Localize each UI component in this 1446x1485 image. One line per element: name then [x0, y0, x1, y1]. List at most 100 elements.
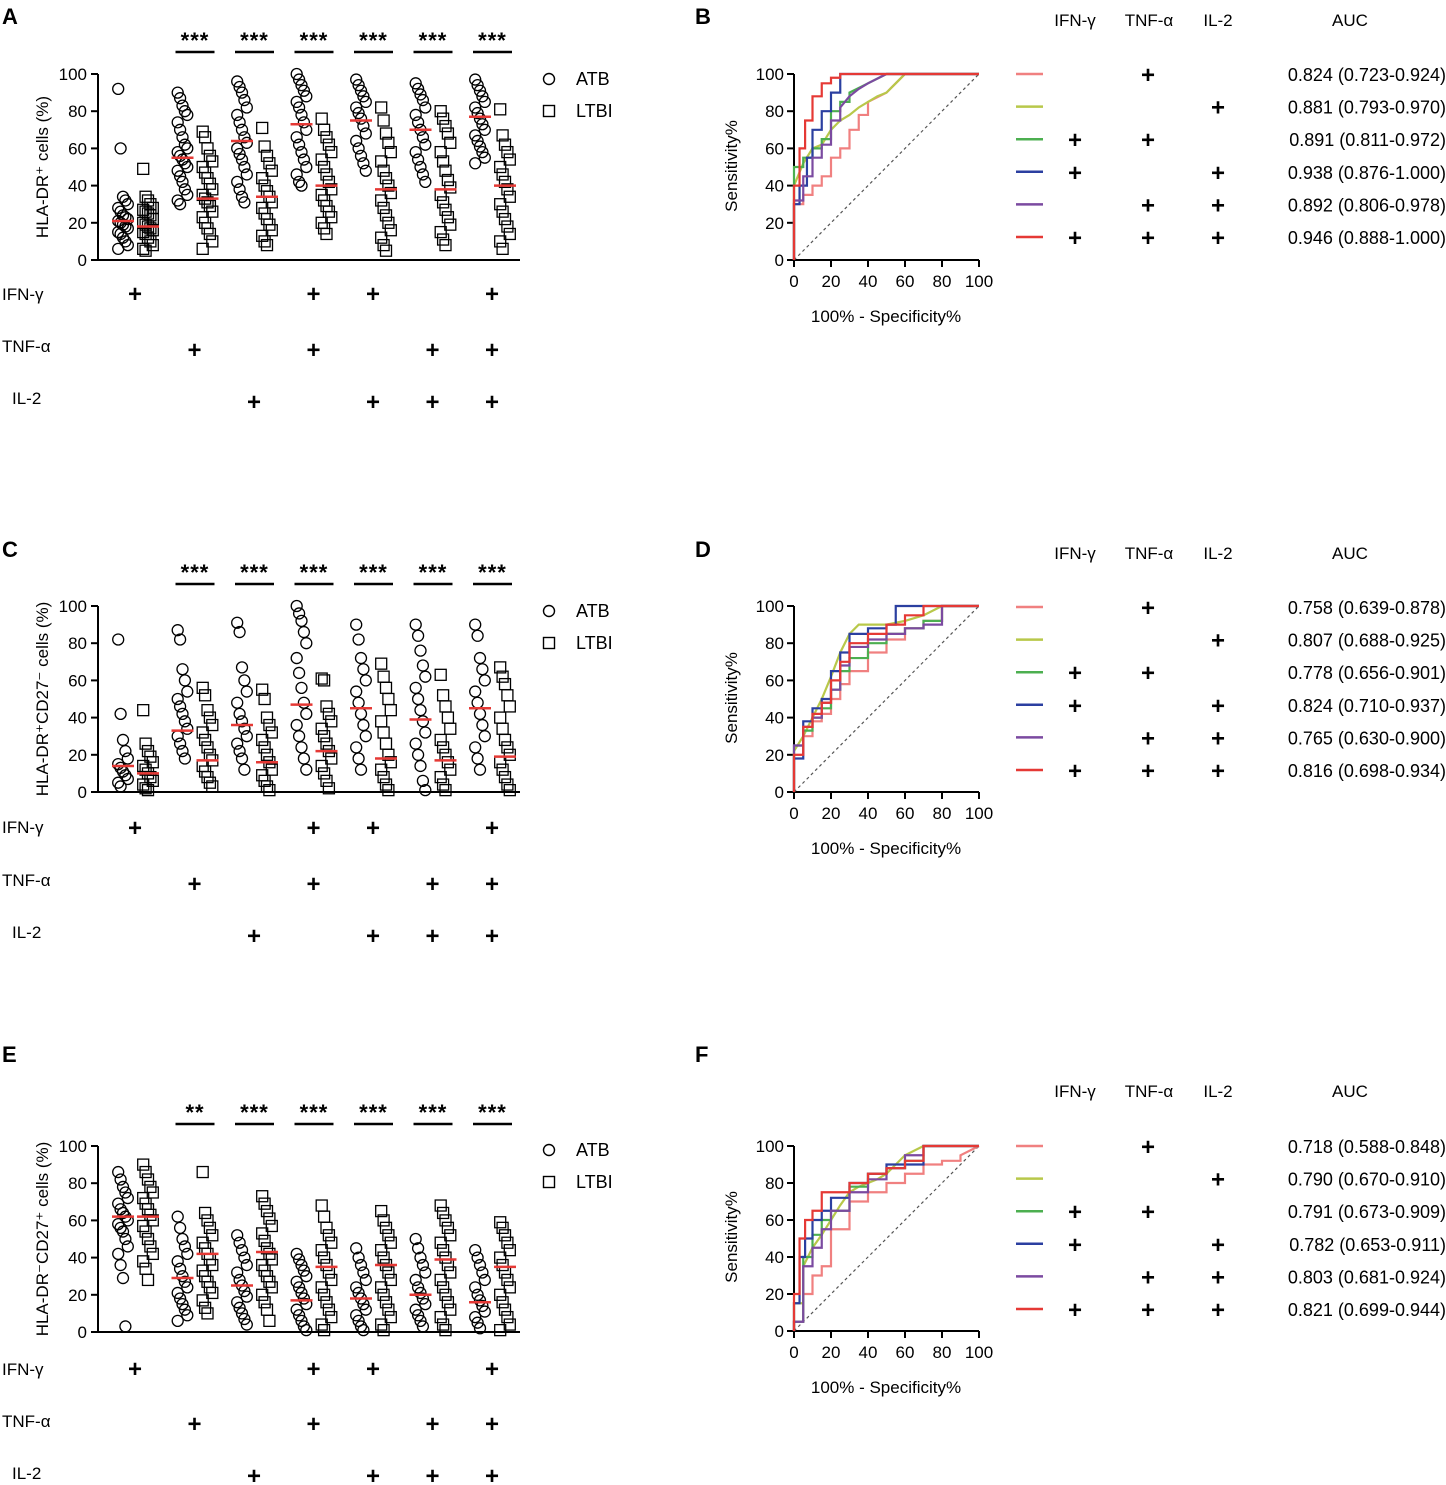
atb-point: [352, 752, 365, 765]
ltbi-point: [139, 763, 152, 776]
atb-point: [354, 707, 368, 721]
ltbi-point: [206, 780, 219, 793]
atb-point: [471, 1251, 484, 1264]
ltbi-point: [436, 155, 450, 168]
atb-point: [173, 633, 187, 646]
ltbi-point: [258, 692, 271, 706]
ltbi-point: [315, 759, 328, 773]
combo-plus-mark: +: [366, 389, 380, 416]
combo-plus-mark: +: [366, 1463, 380, 1485]
atb-point: [297, 1264, 311, 1277]
ltbi-point: [320, 1296, 333, 1309]
ltbi-point: [382, 179, 395, 192]
ltbi-point: [494, 235, 507, 248]
significance-stars: ***: [359, 28, 388, 53]
y-tick-label: 40: [68, 709, 87, 728]
atb-point: [354, 1320, 368, 1333]
ltbi-point: [494, 1323, 507, 1337]
atb-point: [231, 142, 244, 155]
atb-point: [238, 674, 251, 687]
ltbi-point: [444, 181, 457, 194]
y-tick-label: 100: [756, 65, 784, 84]
ltbi-point: [379, 1296, 393, 1309]
ltbi-legend-marker: [542, 1175, 556, 1189]
atb-point: [238, 722, 251, 735]
atb-point: [119, 769, 132, 782]
x-tick-label: 0: [789, 804, 798, 823]
ltbi-point: [498, 175, 512, 189]
legend-atb-label: ATB: [576, 601, 610, 621]
roc-y-axis-label: Sensitivity%: [722, 1191, 741, 1283]
atb-point: [235, 123, 249, 136]
atb-point: [414, 1286, 427, 1300]
atb-point: [178, 715, 192, 728]
y-tick-label: 0: [775, 251, 784, 270]
combo-plus-mark: +: [425, 389, 439, 416]
atb-point: [119, 1232, 132, 1246]
atb-point: [173, 1262, 187, 1275]
atb-point: [350, 134, 363, 148]
roc-table-rows: +0.758 (0.639-0.878) + 0.807 (0.688-0.925)…: [1016, 595, 1446, 785]
ltbi-point: [379, 244, 393, 257]
atb-point: [354, 651, 368, 665]
atb-point: [173, 123, 187, 136]
ltbi-point: [317, 1251, 331, 1264]
atb-point: [238, 160, 251, 174]
atb-point: [235, 1307, 249, 1320]
atb-point: [419, 175, 432, 189]
combo-plus-mark: +: [1211, 95, 1225, 122]
combo-plus-mark: +: [1141, 725, 1155, 752]
ltbi-point: [439, 119, 452, 133]
y-tick-label: 20: [765, 746, 784, 765]
combo-plus-mark: +: [1211, 1264, 1225, 1291]
significance-stars: ***: [300, 560, 329, 585]
ltbi-point: [206, 1229, 219, 1242]
header-tnf: TNF-α: [1125, 11, 1174, 30]
panel-d: Sensitivity% 100% - Specificity% 00 20 20 4…: [722, 544, 1446, 858]
atb-point: [469, 1310, 482, 1324]
atb-point: [295, 614, 308, 628]
y-tick-label: 100: [59, 65, 87, 84]
atb-point: [409, 1232, 422, 1246]
ltbi-point: [137, 1255, 150, 1268]
ltbi-point: [384, 224, 397, 237]
atb-point: [240, 136, 253, 149]
ltbi-point: [375, 657, 388, 670]
y-tick-label: 100: [756, 1137, 784, 1156]
row-label-ifn: IFN-γ: [2, 818, 44, 837]
auc-value: 0.782 (0.653-0.911): [1289, 1235, 1446, 1255]
ltbi-point: [196, 726, 209, 739]
ltbi-point: [265, 1281, 278, 1294]
ltbi-point: [503, 1281, 516, 1294]
atb-point: [292, 607, 306, 620]
x-tick-label: 0: [789, 272, 798, 291]
ltbi-point: [320, 774, 333, 787]
combo-plus-mark: +: [1211, 693, 1225, 720]
atb-point: [295, 1258, 308, 1272]
atb-point: [357, 1266, 370, 1279]
significance-stars: ***: [300, 1100, 329, 1125]
ltbi-point: [434, 145, 447, 159]
atb-point: [469, 685, 482, 698]
atb-point: [233, 707, 246, 721]
ltbi-point: [436, 1244, 450, 1257]
atb-point: [411, 629, 425, 642]
roc-x-axis-label: 100% - Specificity%: [811, 839, 961, 858]
atb-point: [478, 1273, 491, 1287]
atb-point: [419, 1297, 432, 1311]
y-tick-label: 100: [756, 597, 784, 616]
atb-point: [359, 674, 372, 687]
ltbi-point: [434, 668, 447, 681]
y-tick-label: 20: [765, 1285, 784, 1304]
atb-point: [473, 1322, 487, 1335]
ltbi-point: [139, 1165, 152, 1179]
atb-point: [297, 84, 311, 97]
atb-legend-marker: [542, 72, 556, 86]
y-tick-label: 0: [78, 1323, 87, 1342]
ltbi-point: [496, 129, 509, 142]
atb-point: [176, 707, 189, 721]
atb-point: [419, 1266, 432, 1279]
ltbi-point: [317, 1323, 331, 1337]
ltbi-point: [501, 689, 514, 702]
